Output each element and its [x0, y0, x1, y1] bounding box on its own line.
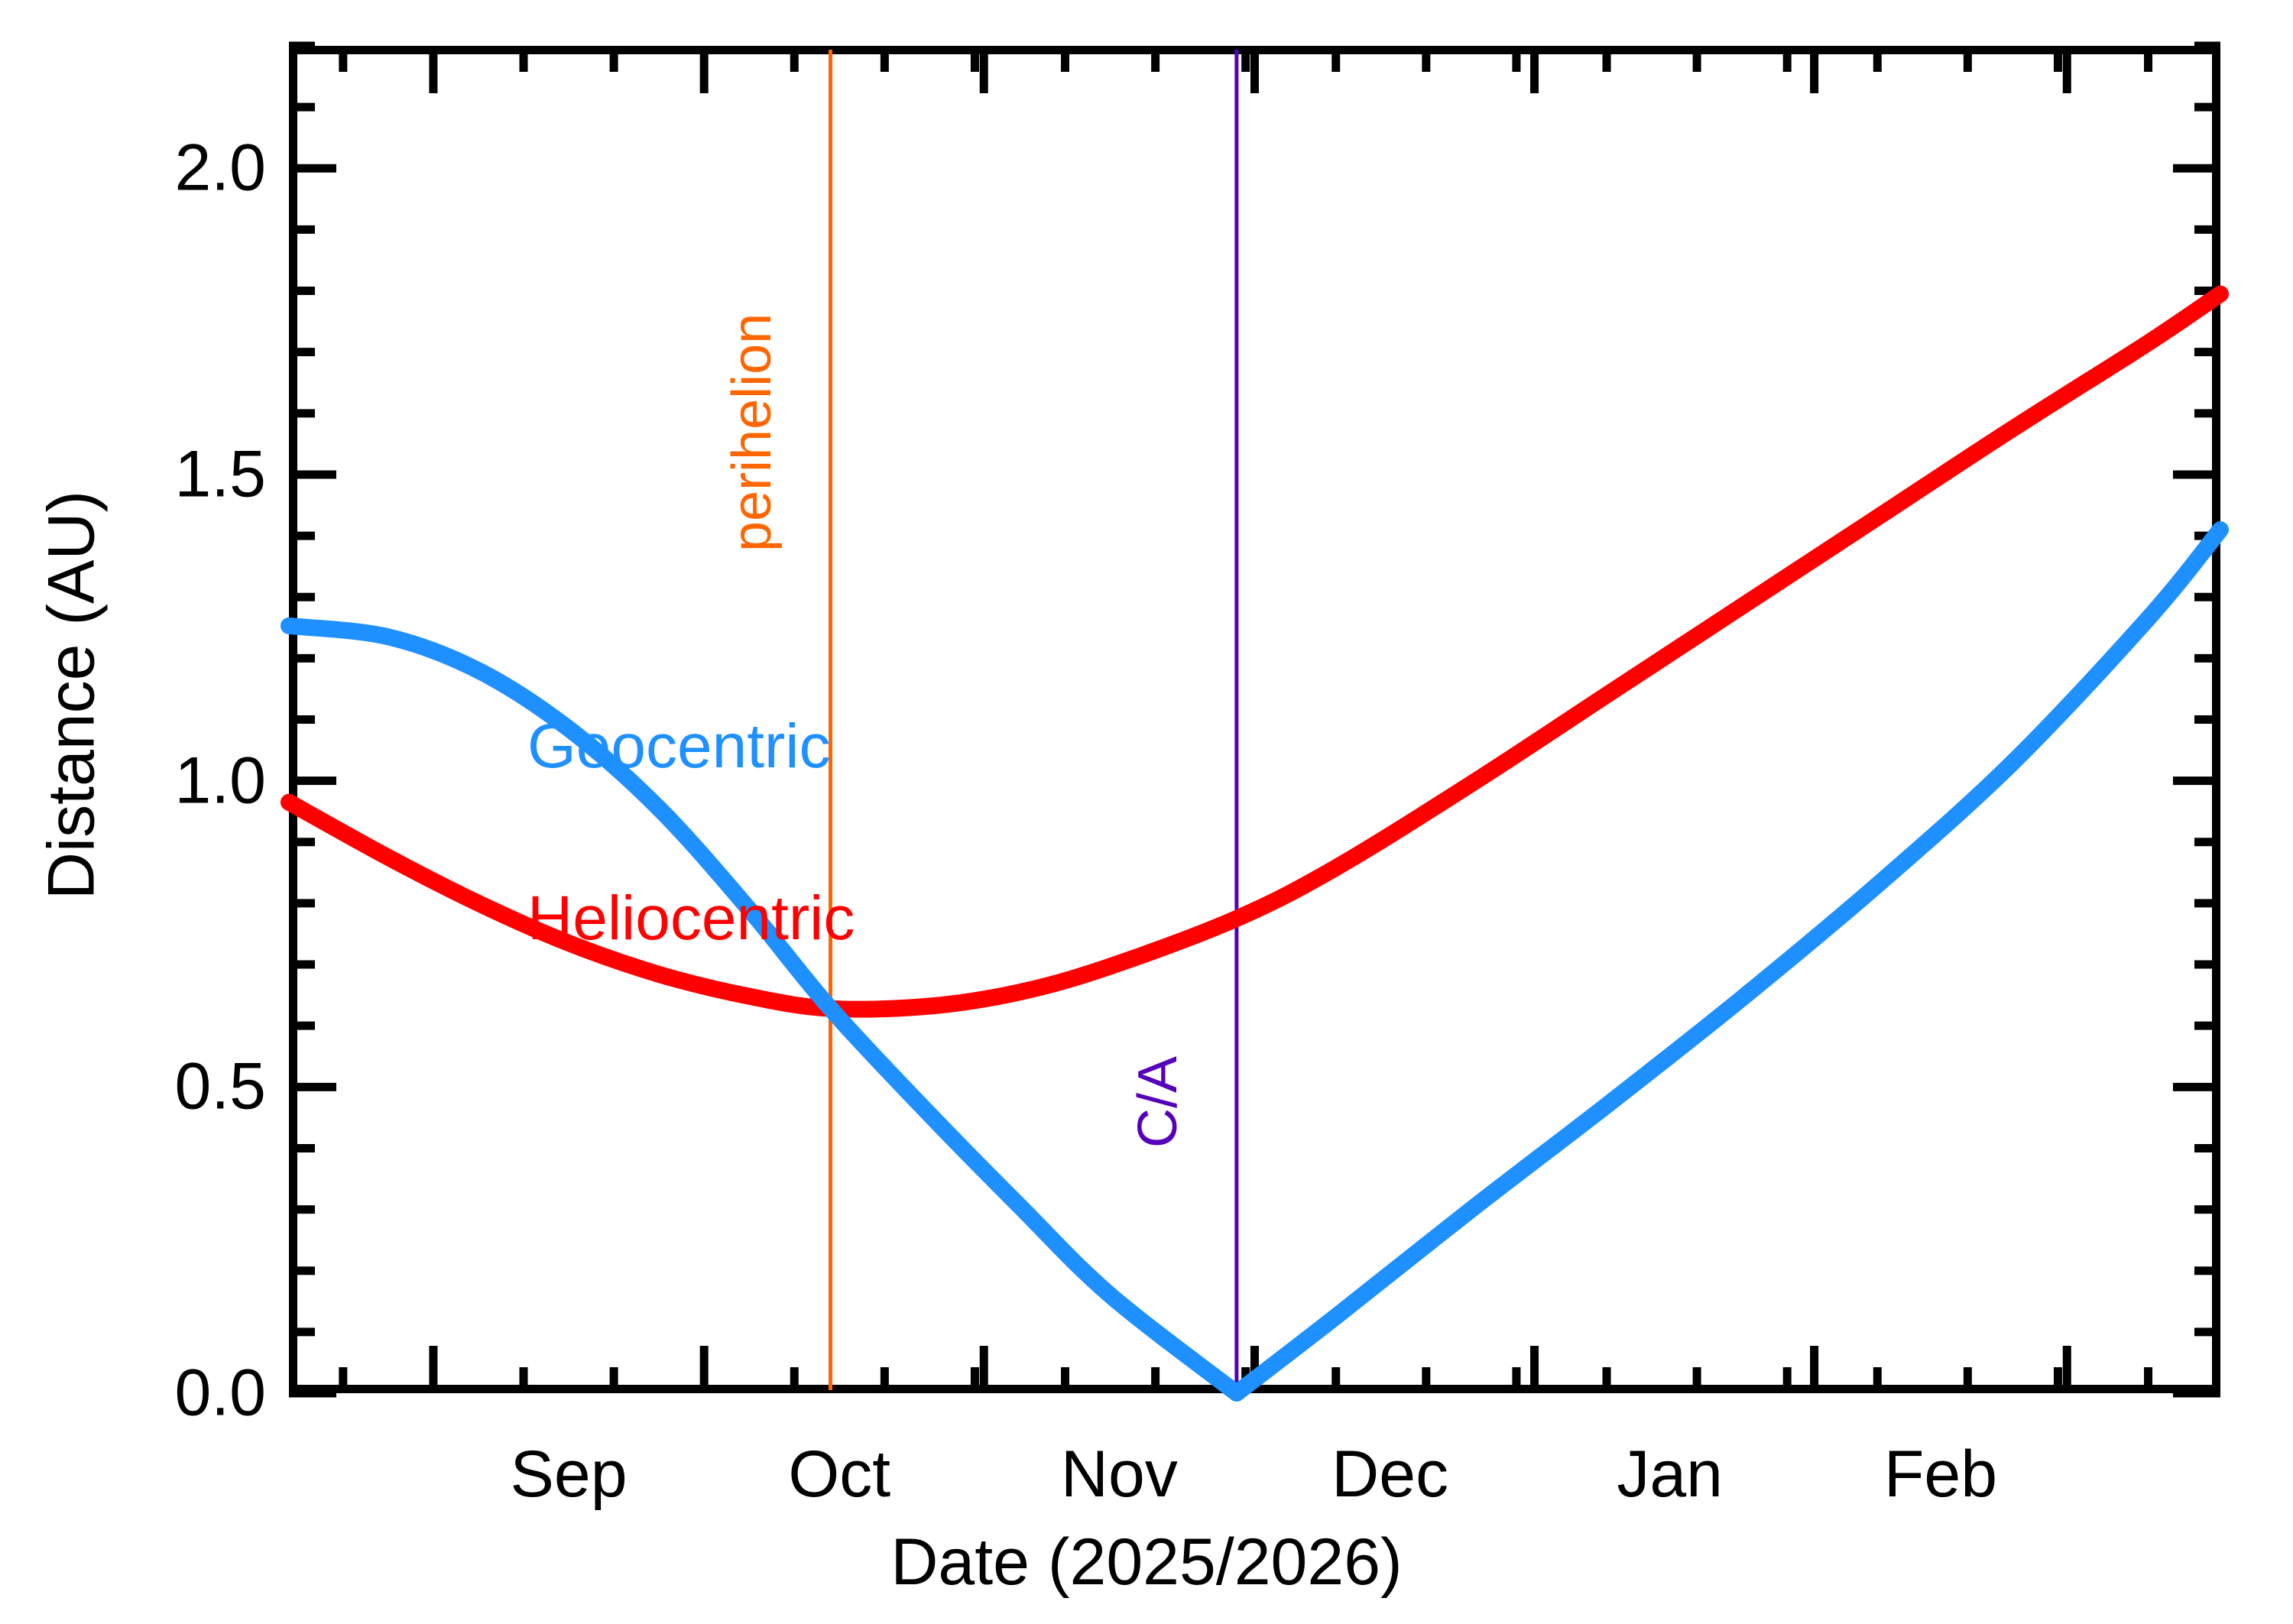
geocentric-series-label: Geocentric — [527, 712, 831, 781]
x-axis-title: Date (2025/2026) — [890, 1525, 1403, 1599]
y-tick-label: 0.5 — [174, 1049, 266, 1123]
x-tick-label: Feb — [1883, 1438, 1998, 1511]
y-tick-label: 1.0 — [174, 744, 266, 818]
x-tick-label: Jan — [1617, 1438, 1723, 1511]
y-tick-label: 0.0 — [174, 1356, 266, 1430]
y-tick-label: 1.5 — [174, 437, 266, 511]
x-tick-label: Nov — [1060, 1438, 1178, 1511]
perihelion-annotation-label: perihelion — [721, 313, 783, 552]
x-tick-label: Sep — [510, 1438, 628, 1511]
x-tick-label: Oct — [788, 1438, 891, 1511]
y-tick-label: 2.0 — [174, 131, 266, 205]
x-tick-label: Dec — [1331, 1438, 1449, 1511]
heliocentric-series-label: Heliocentric — [527, 883, 855, 953]
close-approach-annotation-label: C/A — [1127, 1055, 1189, 1148]
